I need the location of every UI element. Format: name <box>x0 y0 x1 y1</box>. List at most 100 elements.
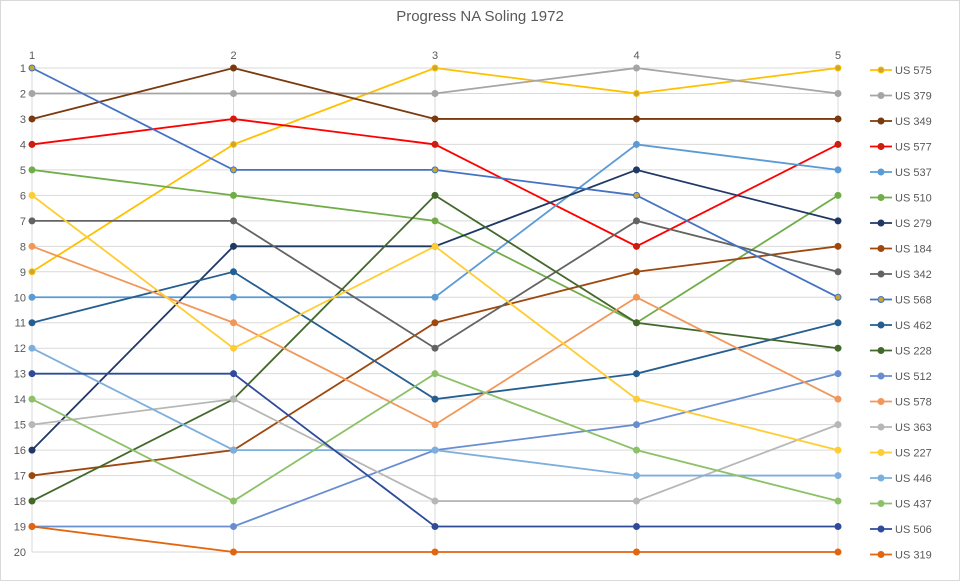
data-point <box>834 344 842 352</box>
data-point <box>834 446 842 454</box>
y-tick-label: 18 <box>14 496 26 508</box>
data-point <box>230 217 237 225</box>
data-point <box>230 293 237 301</box>
legend-swatch-marker <box>877 525 885 533</box>
legend-label: US 510 <box>895 193 932 205</box>
legend-label: US 578 <box>895 397 932 409</box>
data-point <box>28 140 36 148</box>
data-point <box>230 497 237 505</box>
legend-label: US 379 <box>895 91 932 103</box>
y-tick-label: 6 <box>20 190 26 202</box>
legend-swatch-marker <box>877 92 885 99</box>
data-point <box>431 242 439 250</box>
data-point <box>633 64 640 72</box>
data-point <box>431 115 439 123</box>
data-point <box>633 395 640 403</box>
data-point <box>633 140 640 148</box>
data-point <box>633 472 640 480</box>
chart-title: Progress NA Soling 1972 <box>396 8 564 25</box>
y-tick-label: 12 <box>14 343 26 355</box>
legend-label: US 227 <box>895 448 932 460</box>
data-point <box>28 523 36 531</box>
data-point <box>431 64 439 72</box>
y-tick-label: 3 <box>20 114 26 126</box>
legend-label: US 568 <box>895 295 932 307</box>
legend-label: US 184 <box>895 244 932 256</box>
data-point <box>834 293 842 301</box>
data-point <box>28 115 36 123</box>
legend-swatch-marker <box>877 270 885 278</box>
data-point <box>633 217 640 225</box>
data-point <box>431 217 439 225</box>
legend-swatch-marker <box>877 500 885 507</box>
y-tick-label: 1 <box>20 63 26 75</box>
data-point <box>230 268 237 276</box>
data-point <box>633 370 640 378</box>
legend-swatch-marker <box>877 398 885 405</box>
y-tick-label: 2 <box>20 88 26 100</box>
data-point <box>28 293 36 301</box>
data-point <box>431 166 439 174</box>
y-tick-label: 17 <box>14 471 26 483</box>
data-point <box>28 191 36 199</box>
data-point <box>834 472 842 480</box>
data-point <box>834 370 842 378</box>
data-point <box>431 523 439 531</box>
legend-swatch-marker <box>877 449 885 456</box>
data-point <box>230 319 237 327</box>
data-point <box>230 191 237 199</box>
data-point <box>834 140 842 148</box>
data-point <box>28 166 36 174</box>
data-point <box>431 293 439 301</box>
data-point <box>431 446 439 454</box>
data-point <box>230 523 237 531</box>
legend-swatch-marker <box>877 321 885 329</box>
legend-label: US 537 <box>895 167 932 179</box>
data-point <box>28 242 36 250</box>
data-point <box>28 421 36 429</box>
legend-label: US 506 <box>895 524 932 536</box>
legend-swatch-marker <box>877 423 885 431</box>
data-point <box>834 268 842 276</box>
legend-label: US 575 <box>895 65 932 77</box>
y-tick-label: 15 <box>14 420 26 432</box>
data-point <box>633 89 640 97</box>
x-tick-label: 3 <box>432 50 438 62</box>
data-point <box>230 140 237 148</box>
data-point <box>633 523 640 531</box>
data-point <box>28 370 36 378</box>
legend-label: US 349 <box>895 116 932 128</box>
legend-label: US 462 <box>895 320 932 332</box>
x-tick-label: 2 <box>230 50 236 62</box>
data-point <box>230 115 237 123</box>
legend-label: US 363 <box>895 422 932 434</box>
data-point <box>28 344 36 352</box>
data-point <box>431 395 439 403</box>
data-point <box>633 421 640 429</box>
data-point <box>834 89 842 97</box>
legend-label: US 342 <box>895 269 932 281</box>
data-point <box>834 319 842 327</box>
data-point <box>834 497 842 505</box>
data-point <box>230 166 237 174</box>
data-point <box>28 395 36 403</box>
data-point <box>28 217 36 225</box>
x-tick-label: 4 <box>633 50 639 62</box>
data-point <box>633 191 640 199</box>
data-point <box>431 497 439 505</box>
data-point <box>834 421 842 429</box>
data-point <box>633 166 640 174</box>
data-point <box>834 395 842 403</box>
data-point <box>633 115 640 123</box>
data-point <box>230 89 237 97</box>
data-point <box>230 370 237 378</box>
legend-label: US 446 <box>895 473 932 485</box>
data-point <box>633 446 640 454</box>
y-tick-label: 7 <box>20 216 26 228</box>
data-point <box>834 64 842 72</box>
data-point <box>431 89 439 97</box>
y-tick-label: 13 <box>14 369 26 381</box>
legend-swatch-marker <box>877 168 885 176</box>
y-tick-label: 8 <box>20 241 26 253</box>
data-point <box>28 497 36 505</box>
